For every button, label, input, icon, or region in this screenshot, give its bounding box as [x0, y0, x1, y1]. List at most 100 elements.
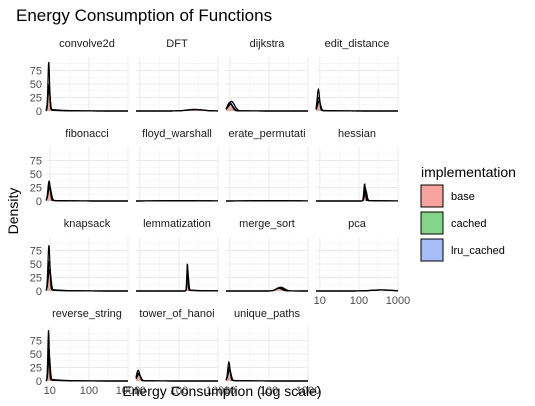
facet-strip-label: edit_distance: [325, 38, 390, 50]
y-tick-label: 25: [30, 273, 42, 285]
y-tick-label: 75: [30, 66, 42, 78]
facet-strip-label: hessian: [338, 128, 376, 140]
facet-strip-label: knapsack: [64, 218, 111, 230]
y-tick-label: 50: [30, 349, 42, 361]
facet-panel: floyd_warshall: [136, 128, 219, 202]
density-line-base: [225, 360, 308, 382]
y-tick-label: 50: [30, 259, 42, 271]
x-tick-label: 10: [224, 385, 236, 397]
density-line-base: [45, 180, 128, 202]
y-tick-label: 25: [30, 363, 42, 375]
facet-strip-label: reverse_string: [52, 308, 122, 320]
legend-label: lru_cached: [451, 245, 505, 257]
density-line-base: [45, 61, 128, 112]
density-area-lru_cached: [46, 269, 128, 291]
facet-strip-label: lemmatization: [143, 218, 211, 230]
density-area-base: [316, 184, 398, 201]
density-area-lru_cached: [136, 374, 218, 381]
density-area-base: [316, 89, 398, 111]
legend-title: implementation: [421, 164, 516, 180]
density-line-base: [226, 287, 308, 292]
x-tick-label: 100: [350, 295, 368, 307]
y-tick-label: 0: [36, 106, 42, 118]
y-tick-label: 75: [30, 336, 42, 348]
x-tick-label: 100: [170, 385, 188, 397]
y-tick-label: 50: [30, 169, 42, 181]
density-area-lru_cached: [226, 370, 308, 381]
facet-strip-label: floyd_warshall: [142, 128, 212, 140]
y-tick-label: 0: [36, 286, 42, 298]
facet-panel: tower_of_hanoi 10 100 1000: [134, 308, 231, 397]
legend-key-cached: [420, 211, 444, 235]
density-area-lru_cached: [316, 101, 398, 111]
density-area-base: [46, 62, 128, 111]
density-line-base: [225, 101, 308, 112]
density-line-base: [315, 87, 398, 112]
y-axis-title: Density: [5, 188, 21, 235]
density-area-cached: [136, 269, 218, 291]
y-tick-label: 75: [30, 246, 42, 258]
legend-label: base: [451, 191, 475, 203]
facet-panel: dijkstra: [225, 38, 309, 112]
x-tick-label: 10: [134, 385, 146, 397]
facet-panel: erate_permutati: [226, 128, 309, 202]
x-tick-label: 10: [44, 385, 56, 397]
facet-strip-label: convolve2d: [59, 38, 115, 50]
density-area-cached: [46, 261, 128, 291]
density-area-base: [46, 330, 128, 381]
facet-strip-label: fibonacci: [65, 128, 108, 140]
facet-panel: merge_sort: [226, 218, 309, 292]
x-tick-label: 100: [260, 385, 278, 397]
facet-panel: pca 10 100 1000: [314, 218, 411, 307]
facet-panel: lemmatization: [136, 218, 219, 292]
x-tick-label: 100: [80, 385, 98, 397]
density-line-lru_cached: [135, 373, 218, 382]
facet-strip-label: unique_paths: [234, 308, 301, 320]
legend-label: cached: [451, 218, 486, 230]
density-line-cached: [136, 269, 219, 292]
density-line-base: [316, 183, 398, 202]
density-line-lru_cached: [45, 87, 128, 112]
facet-strip-label: merge_sort: [239, 218, 295, 230]
legend-key-lru_cached: [420, 238, 444, 262]
facet-panel: DFT: [136, 38, 219, 112]
facet-panel: edit_distance: [315, 38, 399, 112]
density-area-lru_cached: [46, 356, 128, 381]
facet-strip-label: erate_permutati: [228, 128, 305, 140]
density-area-lru_cached: [46, 89, 128, 111]
x-tick-label: 1000: [206, 385, 230, 397]
density-line-base: [136, 263, 218, 292]
facet-strip-label: tower_of_hanoi: [139, 308, 214, 320]
x-tick-label: 1000: [296, 385, 320, 397]
density-line-lru_cached: [45, 356, 128, 382]
density-line-lru_cached: [225, 100, 308, 112]
facet-panel: hessian: [316, 128, 399, 202]
y-tick-label: 25: [30, 183, 42, 195]
density-line-base: [136, 108, 218, 112]
density-line-base: [45, 245, 128, 292]
density-area-base: [136, 370, 218, 381]
chart-title: Energy Consumption of Functions: [16, 6, 272, 25]
facet-strip-label: DFT: [166, 38, 188, 50]
density-area-lru_cached: [316, 190, 398, 201]
density-line-base: [135, 369, 218, 382]
y-tick-label: 0: [36, 196, 42, 208]
density-line-lru_cached: [316, 189, 398, 202]
y-tick-label: 0: [36, 376, 42, 388]
y-tick-label: 50: [30, 79, 42, 91]
density-line-cached: [45, 261, 128, 292]
x-axis-title: Energy Consumption (log scale): [122, 383, 321, 399]
density-area-base: [226, 362, 308, 381]
legend: implementation base cached lru_cached: [420, 164, 516, 262]
y-tick-label: 25: [30, 93, 42, 105]
density-area-base: [46, 181, 128, 201]
density-line-lru_cached: [315, 100, 398, 112]
density-line-lru_cached: [45, 268, 128, 292]
density-line-base: [316, 289, 399, 292]
density-line-base: [45, 330, 128, 382]
